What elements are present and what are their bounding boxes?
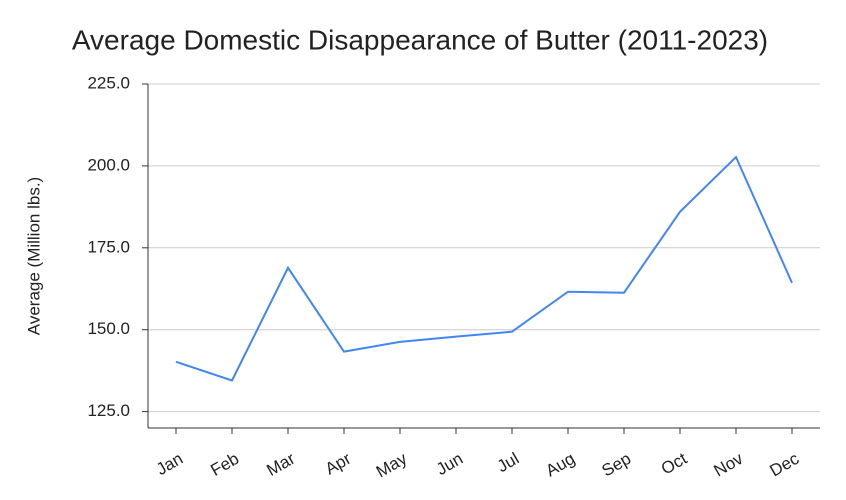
x-tick-label: Apr bbox=[322, 449, 355, 479]
y-tick-label: 150.0 bbox=[87, 319, 130, 338]
x-tick-label: Jun bbox=[433, 449, 466, 479]
x-tick-label: Dec bbox=[767, 449, 803, 481]
y-tick-label: 200.0 bbox=[87, 155, 130, 174]
series-line bbox=[175, 155, 793, 382]
x-tick-label: Jul bbox=[494, 449, 522, 476]
x-tick-label: Nov bbox=[711, 449, 747, 481]
y-tick-label: 175.0 bbox=[87, 237, 130, 256]
x-tick-label: May bbox=[373, 449, 411, 482]
y-tick-label: 225.0 bbox=[87, 73, 130, 92]
x-tick-label: Jan bbox=[153, 449, 186, 479]
chart-title: Average Domestic Disappearance of Butter… bbox=[72, 24, 768, 55]
x-tick-label: Feb bbox=[207, 449, 242, 480]
x-tick-label: Oct bbox=[658, 449, 691, 479]
y-tick-label: 125.0 bbox=[87, 401, 130, 420]
y-axis-label: Average (Million lbs.) bbox=[24, 177, 43, 335]
x-tick-label: Mar bbox=[263, 449, 298, 480]
x-tick-label: Aug bbox=[543, 449, 579, 481]
x-tick-label: Sep bbox=[599, 449, 635, 481]
